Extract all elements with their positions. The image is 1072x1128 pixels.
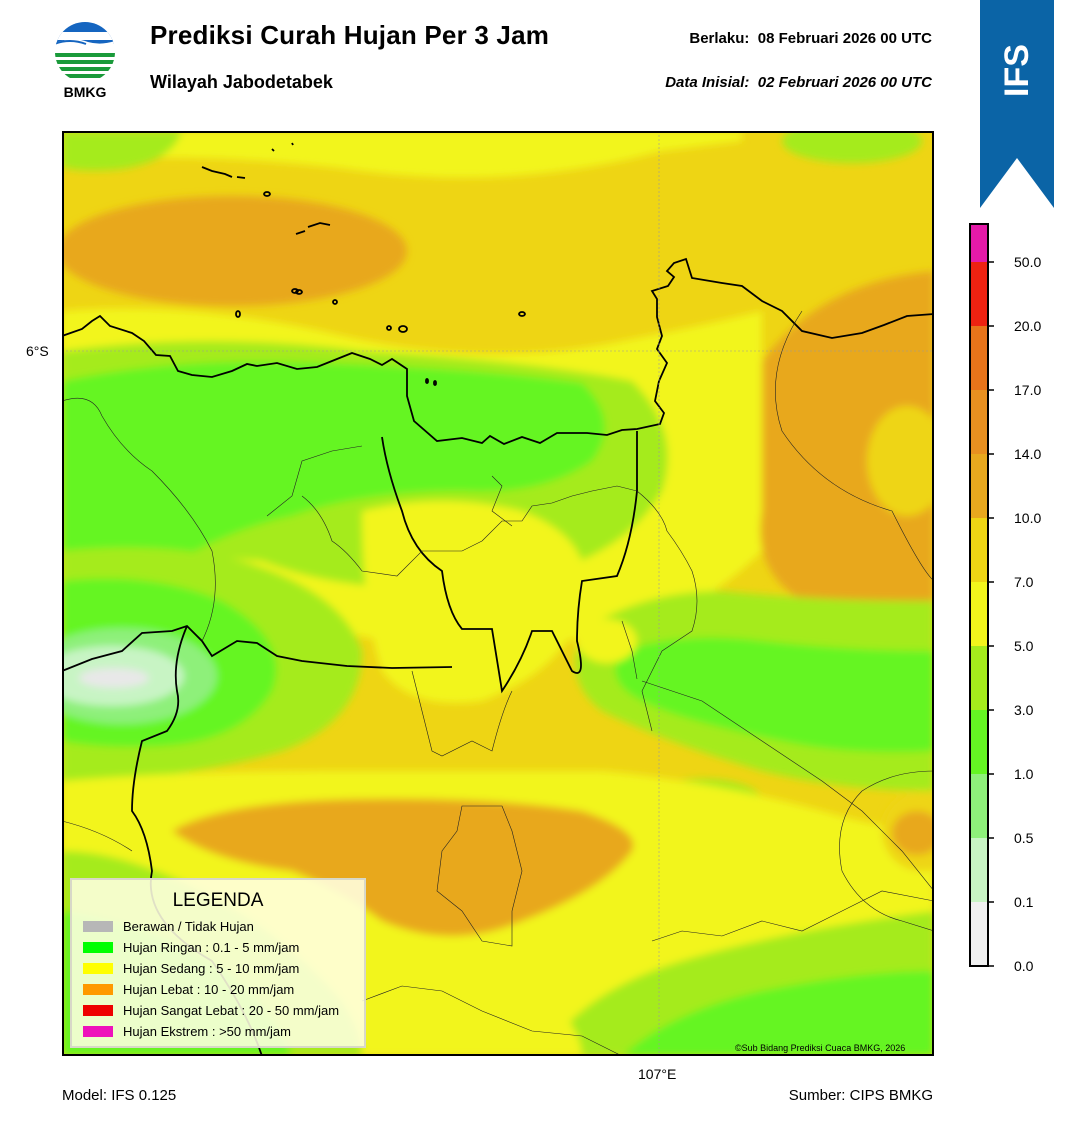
legend-item: Hujan Sangat Lebat : 20 - 50 mm/jam (83, 1002, 339, 1018)
legend-item: Hujan Lebat : 10 - 20 mm/jam (83, 981, 294, 997)
logo-text: BMKG (63, 84, 107, 100)
contour-fill (62, 131, 934, 1056)
legend-item: Hujan Sedang : 5 - 10 mm/jam (83, 960, 299, 976)
valid-date: Berlaku: 08 Februari 2026 00 UTC (689, 30, 932, 47)
legend-item: Berawan / Tidak Hujan (83, 918, 254, 934)
colorbar (969, 223, 994, 967)
colorbar-tick-label: 10.0 (1014, 510, 1042, 526)
colorbar-segment (970, 838, 988, 902)
colorbar-frame (969, 223, 989, 967)
ribbon-label: IFS (997, 43, 1036, 97)
legend-item: Hujan Ringan : 0.1 - 5 mm/jam (83, 939, 299, 955)
model-info: Model: IFS 0.125 (62, 1087, 177, 1104)
colorbar-tick-label: 20.0 (1014, 318, 1042, 334)
colorbar-tick-label: 0.5 (1014, 830, 1034, 846)
legend: LEGENDA Berawan / Tidak Hujan Hujan Ring… (70, 878, 366, 1048)
colorbar-segment (970, 326, 988, 390)
legend-swatch (83, 941, 113, 953)
colorbar-tick-label: 17.0 (1014, 382, 1042, 398)
colorbar-segment (970, 582, 988, 646)
legend-title: LEGENDA (172, 890, 264, 911)
latitude-label: 6°S (26, 343, 49, 359)
copyright-text: ©Sub Bidang Prediksi Cuaca BMKG, 2026 (735, 1043, 906, 1053)
colorbar-segment (970, 774, 988, 838)
district-boundaries (62, 310, 934, 1056)
init-value: 02 Februari 2026 00 UTC (757, 74, 932, 91)
colorbar-segment (970, 518, 988, 582)
model-ribbon (980, 0, 1054, 208)
colorbar-segment (970, 646, 988, 710)
legend-swatch (83, 920, 113, 932)
colorbar-tick-label: 1.0 (1014, 766, 1034, 782)
colorbar-tick-label: 7.0 (1014, 574, 1034, 590)
colorbar-segment (970, 390, 988, 454)
colorbar-segment (970, 224, 988, 262)
rainfall-map (62, 131, 934, 1056)
colorbar-tick-label: 14.0 (1014, 446, 1042, 462)
legend-swatch (83, 1025, 113, 1037)
colorbar-segment (970, 454, 988, 518)
legend-swatch (83, 1004, 113, 1016)
valid-label: Berlaku: (689, 30, 750, 47)
colorbar-segment (970, 710, 988, 774)
map-frame (62, 131, 934, 1056)
page-title: Prediksi Curah Hujan Per 3 Jam (150, 20, 550, 50)
colorbar-segment (970, 262, 988, 326)
colorbar-tick-label: 0.1 (1014, 894, 1034, 910)
page-subtitle: Wilayah Jabodetabek (150, 72, 333, 92)
colorbar-tick-label: 3.0 (1014, 702, 1034, 718)
colorbar-tick-label: 50.0 (1014, 254, 1042, 270)
colorbar-tick-label: 5.0 (1014, 638, 1034, 654)
init-label: Data Inisial: (665, 74, 750, 91)
legend-swatch (83, 962, 113, 974)
colorbar-tick-label: 0.0 (1014, 958, 1034, 974)
colorbar-segment (970, 902, 988, 966)
longitude-label: 107°E (638, 1066, 677, 1082)
legend-swatch (83, 983, 113, 995)
source-info: Sumber: CIPS BMKG (788, 1087, 933, 1104)
legend-item: Hujan Ekstrem : >50 mm/jam (83, 1023, 291, 1039)
bmkg-logo-icon (55, 22, 115, 78)
valid-value: 08 Februari 2026 00 UTC (757, 30, 932, 47)
init-date: Data Inisial: 02 Februari 2026 00 UTC (665, 74, 932, 91)
